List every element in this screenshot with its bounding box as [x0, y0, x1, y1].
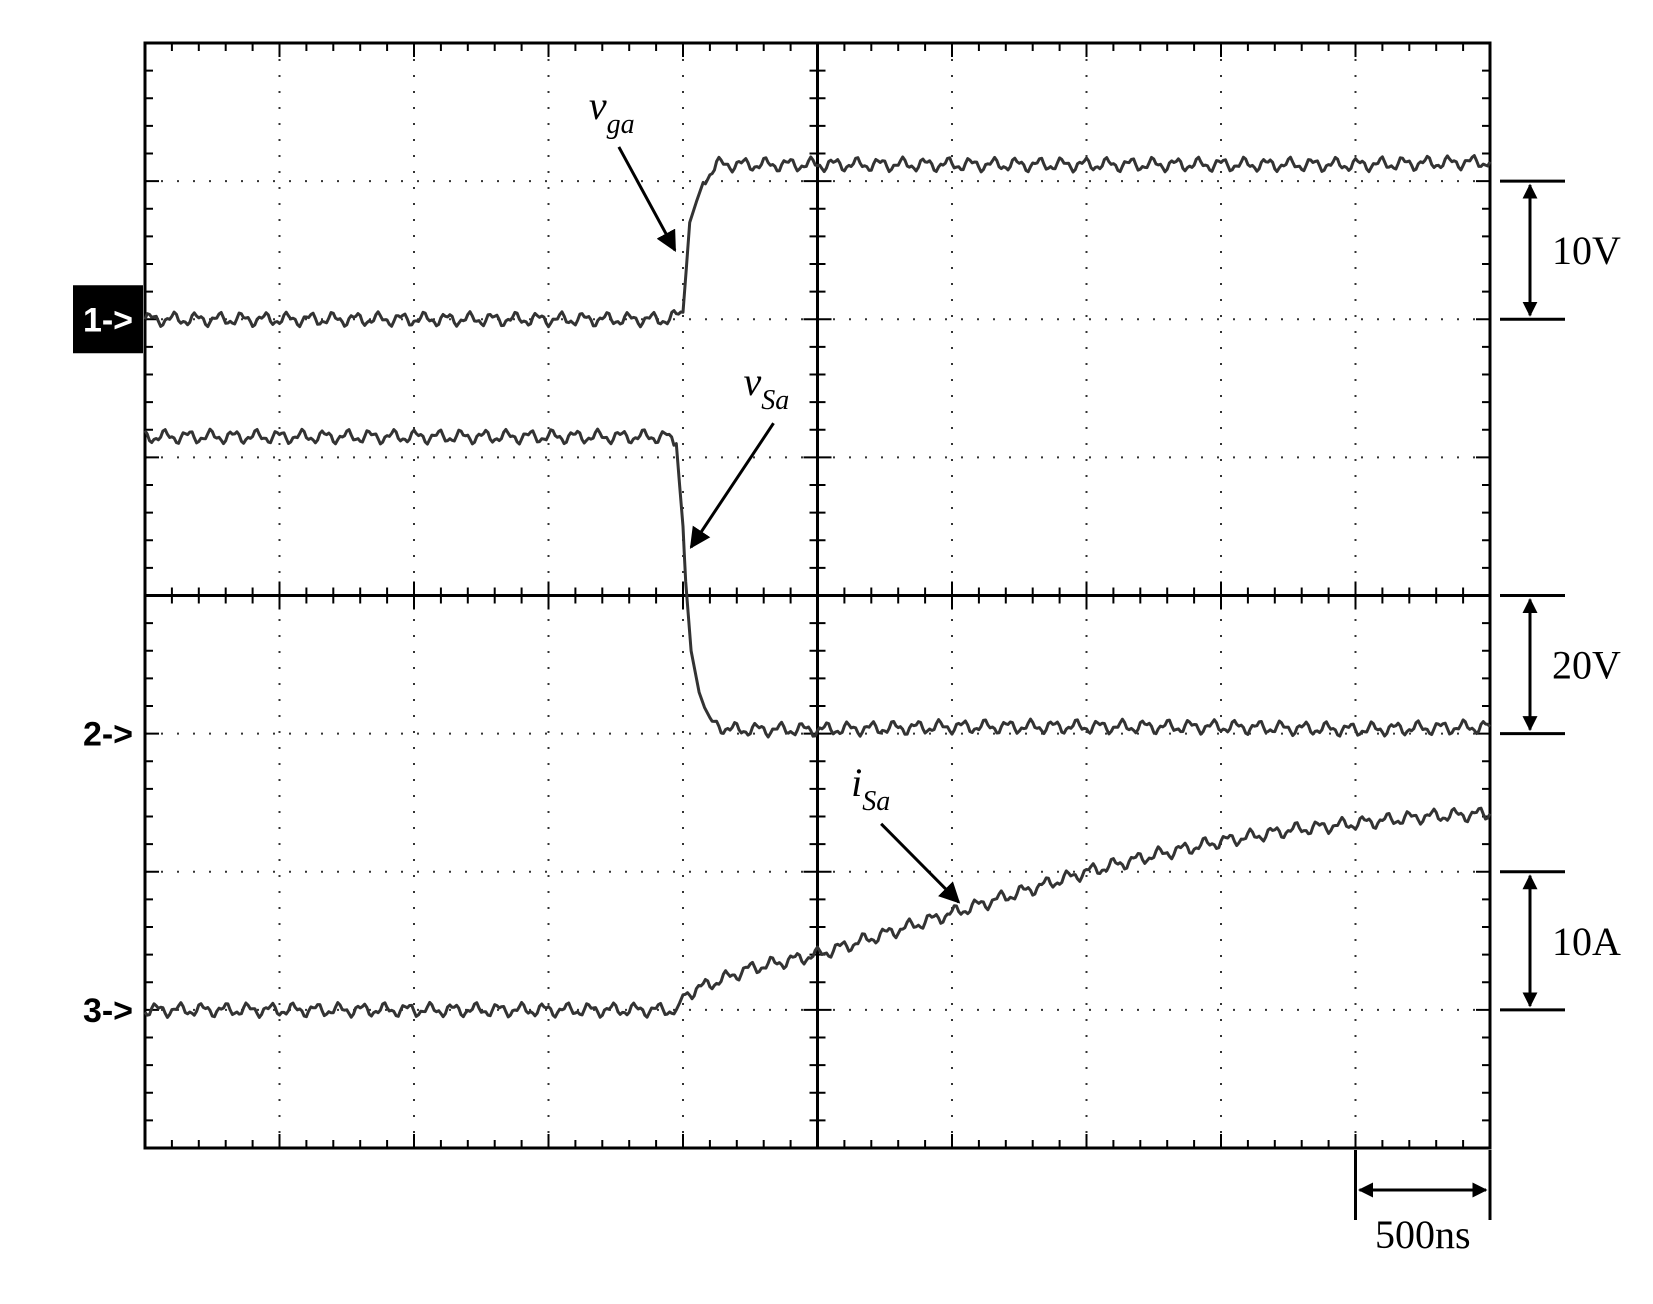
scale-bar-label: 10V	[1552, 228, 1621, 273]
trace-label-i-sa: iSa	[851, 760, 890, 817]
channel-marker: 1->	[83, 301, 133, 339]
scale-bars: 10V 20V 10A 500ns	[1354, 179, 1621, 1257]
trace-arrow	[689, 422, 775, 549]
trace-v-ga	[143, 154, 1492, 329]
trace-arrow	[880, 822, 961, 904]
trace-label-sub: Sa	[862, 786, 890, 817]
time-scale-label: 500ns	[1375, 1212, 1471, 1257]
trace-label-sub: ga	[607, 109, 635, 140]
scale-bar-label: 20V	[1552, 643, 1621, 688]
channel-markers: 1-> 2-> 3->	[73, 285, 143, 1030]
trace-label-sub: Sa	[761, 385, 789, 416]
scale-bar-label: 10A	[1552, 919, 1621, 964]
channel-marker: 2->	[83, 716, 133, 754]
trace-v-sa	[143, 427, 1492, 739]
traces	[143, 154, 1492, 1019]
trace-label-main: i	[851, 760, 862, 805]
trace-arrow	[617, 146, 677, 253]
trace-label-main: v	[744, 359, 762, 404]
trace-label-v-sa: vSa	[744, 359, 790, 416]
trace-i-sa	[143, 806, 1492, 1019]
trace-label-main: v	[589, 83, 607, 128]
plot-frame	[143, 41, 1492, 1150]
channel-marker: 3->	[83, 992, 133, 1030]
trace-label-v-ga: vga	[589, 83, 635, 140]
channel-marker-box	[73, 285, 143, 354]
